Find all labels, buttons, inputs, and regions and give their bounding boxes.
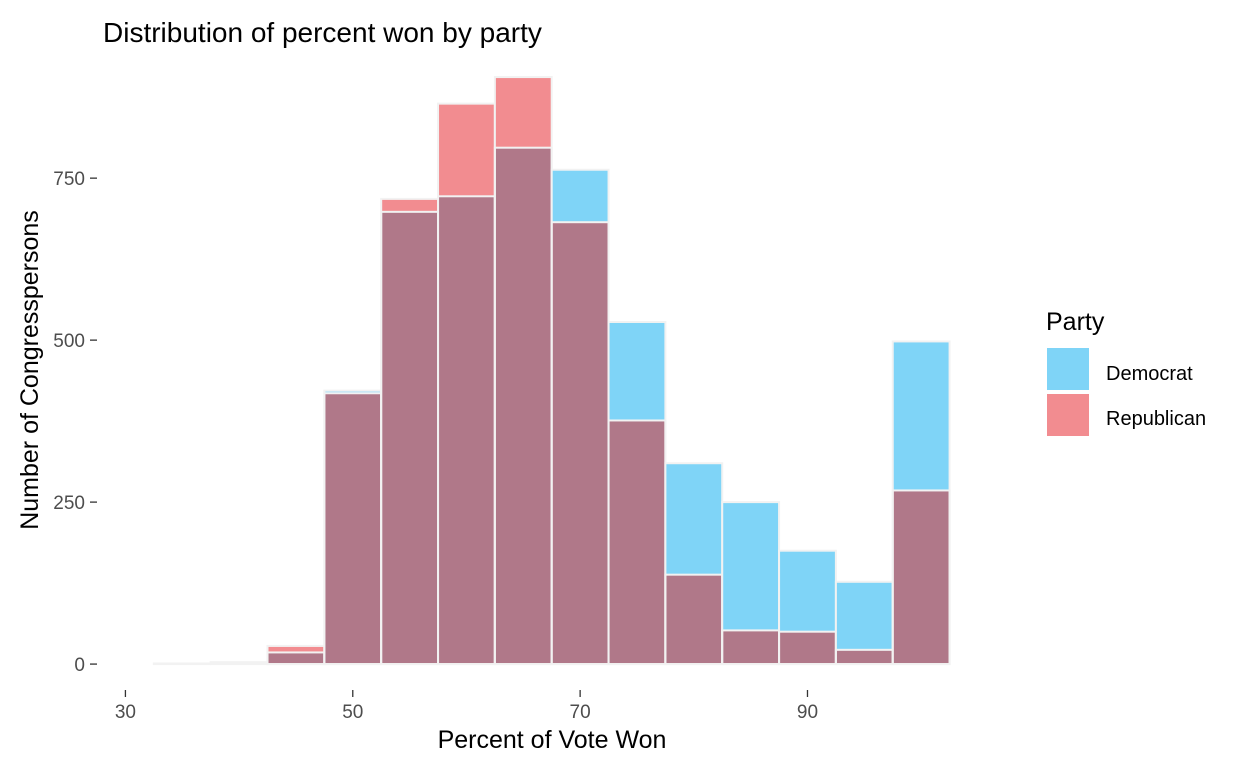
bar-democrat-bin-85 xyxy=(722,502,780,631)
bar-democrat-bin-70 xyxy=(551,169,609,223)
bar-democrat-bin-75 xyxy=(608,321,666,421)
bar-democrat-bin-90 xyxy=(779,550,836,632)
bar-republican-bin-65 xyxy=(494,77,552,148)
legend-key-republican xyxy=(1047,394,1089,436)
bar-overlap-bin-75 xyxy=(608,420,666,665)
x-tick-label-70: 70 xyxy=(570,702,591,723)
y-tick-label-250: 250 xyxy=(53,493,85,514)
bar-overlap-bin-100 xyxy=(892,490,950,665)
bar-overlap-bin-95 xyxy=(835,649,893,665)
x-tick-label-30: 30 xyxy=(115,702,136,723)
legend: Party Democrat Republican xyxy=(1046,308,1206,436)
bar-republican-bin-55 xyxy=(381,198,439,212)
y-tick-label-750: 750 xyxy=(53,169,85,190)
bar-democrat-bin-95 xyxy=(835,581,893,650)
bar-democrat-bin-100 xyxy=(892,341,950,491)
x-tick-label-50: 50 xyxy=(342,702,363,723)
bar-outline-democrat-bin-40 xyxy=(209,661,269,666)
legend-title: Party xyxy=(1046,308,1105,336)
x-tick-label-90: 90 xyxy=(797,702,818,723)
bar-overlap-bin-90 xyxy=(779,631,836,665)
x-axis-title: Percent of Vote Won xyxy=(438,726,667,754)
chart-title: Distribution of percent won by party xyxy=(103,17,542,48)
bar-overlap-bin-55 xyxy=(381,211,439,665)
bar-overlap-bin-65 xyxy=(494,147,552,665)
y-axis-title: Number of Congresspersons xyxy=(16,210,44,530)
legend-label-democrat: Democrat xyxy=(1106,363,1193,385)
bar-overlap-bin-80 xyxy=(665,574,723,665)
bar-republican-bin-60 xyxy=(438,103,495,197)
bar-overlap-bin-70 xyxy=(551,222,609,665)
bars-layer xyxy=(152,76,951,666)
bar-outline-republican-bin-100 xyxy=(891,489,951,666)
y-axis: 0 250 500 750 xyxy=(53,169,97,676)
bar-democrat-bin-80 xyxy=(665,463,723,575)
bar-outline-democrat-bin-35 xyxy=(152,662,212,666)
bar-republican-bin-45 xyxy=(267,645,325,653)
y-tick-label-500: 500 xyxy=(53,331,85,352)
bar-overlap-bin-60 xyxy=(438,196,495,665)
bar-overlap-bin-50 xyxy=(324,393,382,665)
x-axis: 30 50 70 90 xyxy=(115,690,818,723)
bar-democrat-bin-50 xyxy=(324,390,382,394)
legend-label-republican: Republican xyxy=(1106,408,1206,430)
y-tick-label-0: 0 xyxy=(74,655,85,676)
bar-overlap-bin-45 xyxy=(267,652,325,665)
bar-overlap-bin-85 xyxy=(722,630,780,665)
legend-key-democrat xyxy=(1047,348,1089,390)
